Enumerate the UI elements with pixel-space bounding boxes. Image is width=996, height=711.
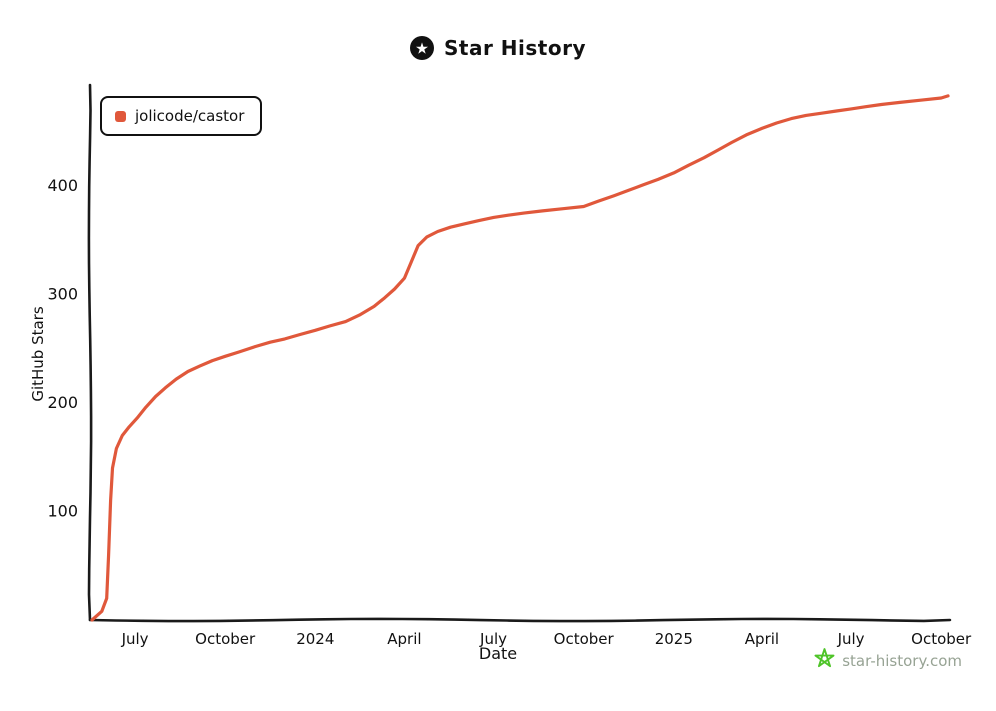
series-line bbox=[90, 94, 950, 622]
svg-text:October: October bbox=[911, 630, 972, 648]
svg-text:July: July bbox=[121, 630, 149, 648]
star-history-logo-icon bbox=[410, 36, 434, 60]
axes bbox=[87, 83, 952, 623]
legend: jolicode/castor bbox=[100, 96, 263, 136]
page-title: Star History bbox=[444, 36, 586, 60]
svg-text:July: July bbox=[479, 630, 507, 648]
svg-text:300: 300 bbox=[47, 284, 78, 303]
svg-text:400: 400 bbox=[47, 176, 78, 195]
legend-label: jolicode/castor bbox=[135, 107, 245, 125]
y-axis-title: GitHub Stars bbox=[29, 306, 47, 402]
svg-text:100: 100 bbox=[47, 501, 78, 520]
y-axis-tick-labels: 100 200 300 400 bbox=[47, 176, 78, 521]
svg-text:200: 200 bbox=[47, 393, 78, 412]
star-icon bbox=[814, 648, 835, 673]
svg-text:July: July bbox=[837, 630, 865, 648]
svg-text:October: October bbox=[195, 630, 256, 648]
svg-text:October: October bbox=[554, 630, 615, 648]
x-axis-tick-labels: July October 2024 April July October 2025 April… bbox=[121, 630, 972, 648]
svg-text:April: April bbox=[387, 630, 421, 648]
watermark-text: star-history.com bbox=[842, 651, 962, 670]
watermark-link[interactable]: star-history.com bbox=[814, 648, 962, 673]
svg-text:2025: 2025 bbox=[655, 630, 693, 648]
x-axis-title: Date bbox=[478, 644, 518, 663]
chart-header: Star History bbox=[0, 36, 996, 60]
svg-text:2024: 2024 bbox=[296, 630, 334, 648]
svg-text:April: April bbox=[745, 630, 779, 648]
legend-marker bbox=[115, 110, 126, 122]
